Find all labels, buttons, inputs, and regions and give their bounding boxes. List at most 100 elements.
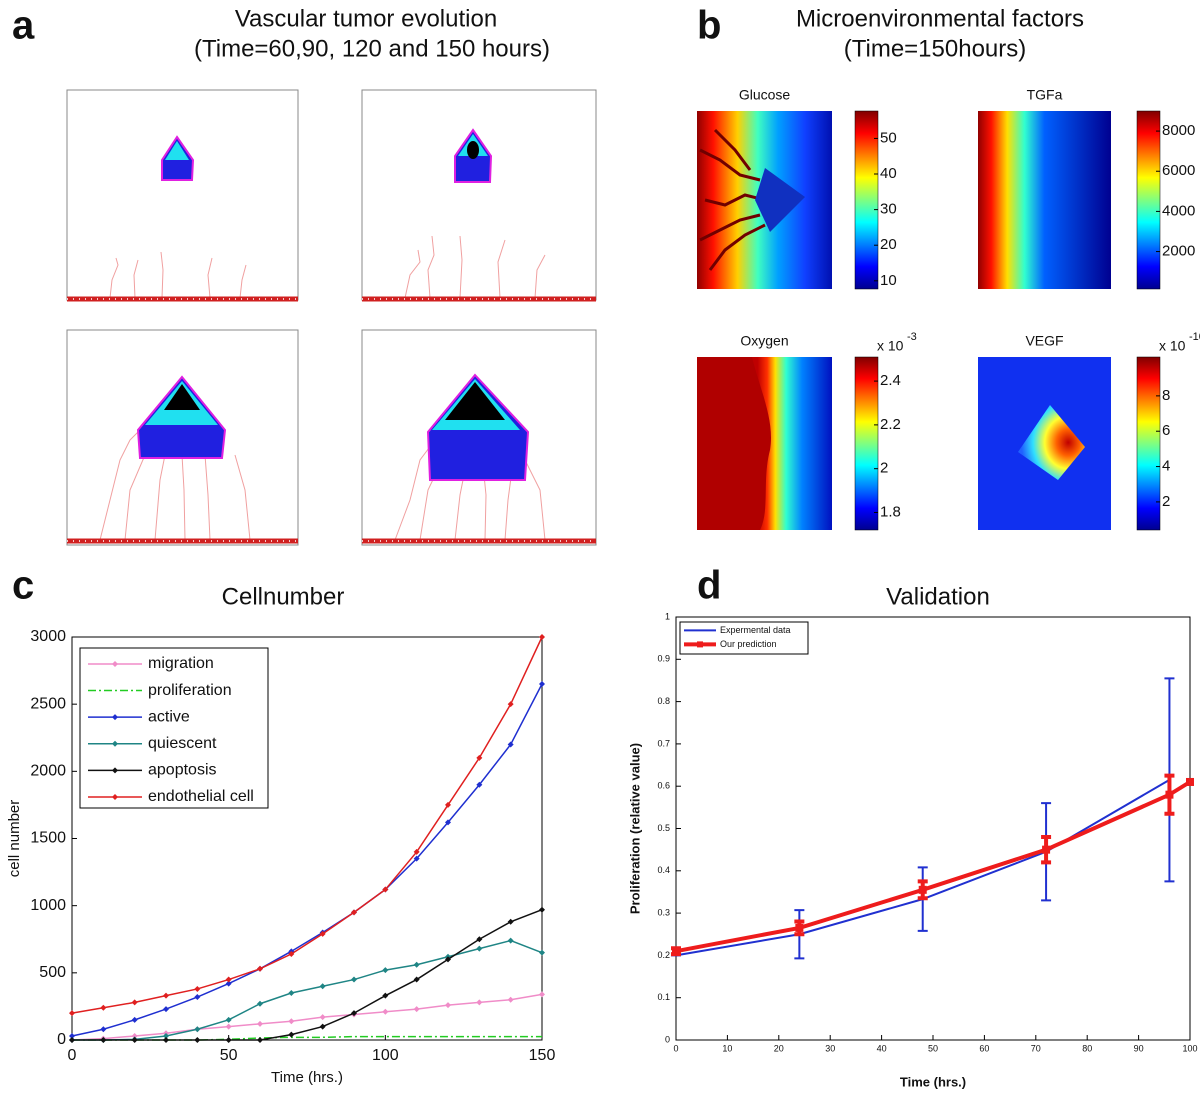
x-axis-label: Time (hrs.): [271, 1069, 343, 1086]
colorbar-tick-label: 6000: [1162, 162, 1195, 179]
colorbar-tick-label: 2: [880, 460, 888, 477]
data-point: [476, 936, 483, 943]
x-tick-label: 100: [1182, 1043, 1197, 1053]
data-point: [351, 1010, 357, 1017]
data-point: [288, 951, 295, 958]
x-tick-label: 40: [877, 1043, 887, 1053]
data-point: [225, 1037, 232, 1043]
data-point: [319, 1023, 326, 1030]
map-title: Oxygen: [740, 333, 788, 349]
colorbar-multiplier: x 10: [877, 338, 904, 354]
data-point: [131, 1016, 138, 1023]
panel-letter: c: [12, 564, 34, 608]
data-point: [507, 741, 514, 748]
tumor-region: [755, 168, 805, 232]
data-point: [131, 1037, 138, 1043]
data-point: [445, 956, 451, 963]
legend-label: Expermental data: [720, 625, 791, 635]
data-point: [69, 1037, 75, 1043]
y-tick-label: 0.6: [657, 781, 670, 791]
colorbar-exponent: -10: [1189, 331, 1200, 343]
series-line: [72, 939, 543, 1041]
data-point: [225, 980, 232, 987]
panel-title: Microenvironmental factors: [796, 5, 1084, 32]
legend-box: [79, 647, 269, 809]
data-point: [539, 681, 545, 688]
y-axis-label: cell number: [6, 800, 23, 878]
x-tick-label: 20: [774, 1043, 784, 1053]
data-point: [100, 1037, 107, 1043]
y-tick-label: 1: [665, 611, 670, 621]
panel-subtitle: (Time=60,90, 120 and 150 hours): [194, 35, 550, 62]
y-tick-label: 1000: [30, 897, 66, 914]
data-point: [697, 641, 703, 648]
data-point: [112, 793, 118, 800]
x-tick-label: 150: [529, 1047, 556, 1064]
map-title: Glucose: [739, 87, 791, 103]
data-point: [257, 1037, 263, 1043]
colorbar-tick-label: 6: [1162, 422, 1170, 439]
data-point: [69, 1010, 75, 1017]
data-point: [100, 1026, 107, 1033]
data-point: [539, 949, 545, 956]
legend-label: migration: [148, 655, 214, 672]
chart-title: Cellnumber: [222, 583, 345, 610]
data-point: [507, 918, 514, 925]
x-tick-label: 0: [68, 1047, 77, 1064]
data-point: [476, 999, 483, 1006]
y-tick-label: 0.2: [657, 950, 670, 960]
y-tick-label: 0: [57, 1031, 66, 1048]
data-point: [507, 701, 514, 708]
hypoxia-region: [697, 357, 771, 530]
data-point: [445, 801, 451, 808]
data-point: [413, 848, 420, 855]
data-point: [476, 754, 483, 761]
vessels: [99, 235, 546, 541]
y-tick-label: 0.3: [657, 907, 670, 917]
colorbar-exponent: -3: [907, 331, 917, 343]
x-tick-label: 50: [220, 1047, 238, 1064]
data-point: [131, 999, 138, 1006]
series-line: [71, 683, 543, 1037]
colorbar-tick-label: 10: [880, 272, 897, 289]
series-line: [675, 780, 1192, 954]
legend-label: endothelial cell: [148, 788, 254, 805]
y-tick-label: 3000: [30, 628, 66, 645]
data-point: [163, 1037, 169, 1043]
colorbar-tick-label: 8000: [1162, 122, 1195, 139]
y-tick-label: 2500: [30, 695, 66, 712]
colorbar-multiplier: x 10: [1159, 338, 1186, 354]
data-point: [257, 965, 263, 972]
vessel-network: [699, 128, 766, 271]
y-tick-label: 0.9: [657, 654, 670, 664]
x-tick-label: 100: [372, 1047, 399, 1064]
data-point: [288, 1031, 295, 1038]
data-point: [194, 1026, 201, 1033]
data-point: [194, 1037, 201, 1043]
data-point: [131, 1032, 138, 1039]
y-tick-label: 1500: [30, 830, 66, 847]
x-tick-label: 90: [1134, 1043, 1144, 1053]
map-title: VEGF: [1025, 333, 1063, 349]
data-point: [69, 1032, 75, 1039]
data-point: [507, 937, 514, 944]
colorbar-tick-label: 40: [880, 165, 897, 182]
data-point: [112, 660, 118, 667]
data-point: [413, 855, 420, 862]
y-tick-label: 0: [665, 1034, 670, 1044]
data-point: [507, 996, 514, 1003]
y-tick-label: 0.8: [657, 696, 670, 706]
data-point: [319, 983, 326, 990]
data-point: [1042, 845, 1051, 854]
panel-letter: d: [697, 564, 721, 608]
y-tick-label: 0.1: [657, 992, 670, 1002]
tumors: [136, 128, 530, 481]
legend-label: proliferation: [148, 682, 232, 699]
data-point: [163, 992, 169, 999]
data-point: [476, 781, 483, 788]
x-tick-label: 10: [722, 1043, 732, 1053]
x-tick-label: 60: [979, 1043, 989, 1053]
series-line: [71, 993, 543, 1041]
panel-b: b Microenvironmental factors (Time=150ho…: [697, 4, 1161, 531]
